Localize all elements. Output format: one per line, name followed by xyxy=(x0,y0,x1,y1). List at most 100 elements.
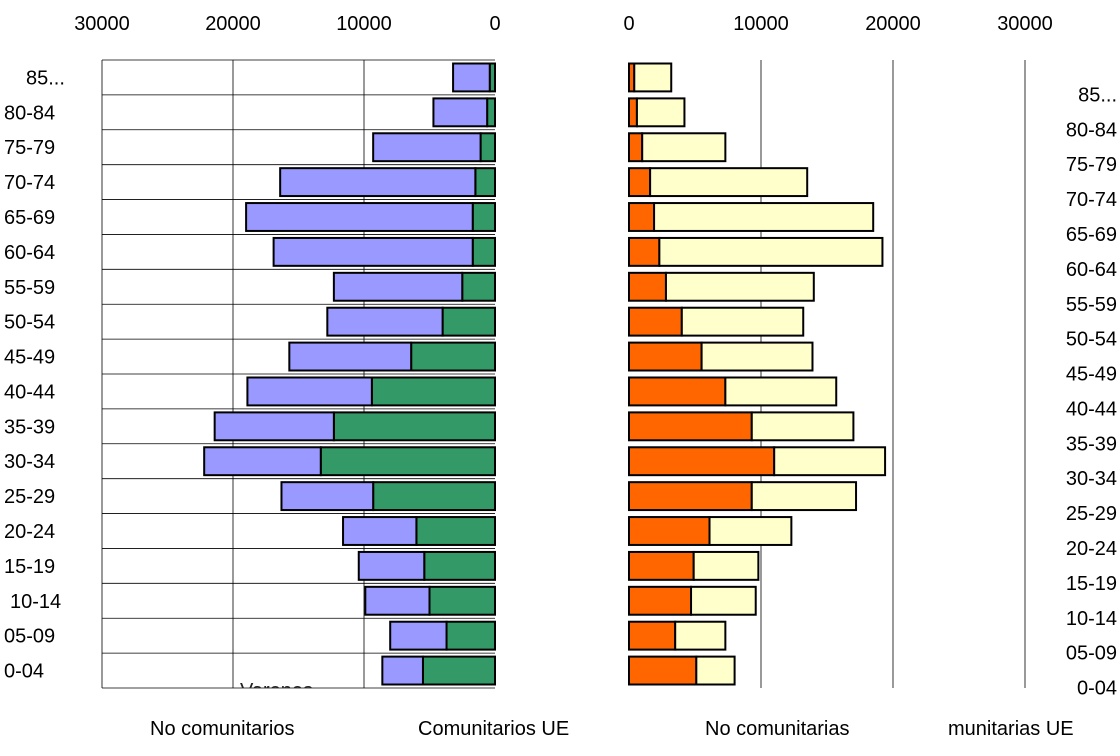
bar-no-comunitarias xyxy=(708,516,793,546)
bar-comunitarias-ue xyxy=(628,516,711,546)
left-category-label: 85... xyxy=(26,67,65,89)
left-category-label: 25-29 xyxy=(4,486,55,508)
bar-no-comunitarios xyxy=(372,132,482,163)
right-category-label: 70-74 xyxy=(1066,189,1117,211)
bar-comunitarios-ue xyxy=(372,481,497,512)
right-category-label: 80-84 xyxy=(1066,119,1117,141)
left-category-label: 70-74 xyxy=(4,172,55,194)
bar-comunitarias-ue xyxy=(628,481,753,512)
bar-comunitarias-ue xyxy=(628,655,698,686)
right-category-label: 85... xyxy=(1078,84,1117,106)
bar-comunitarias-ue xyxy=(628,376,727,407)
legend-comunitarios-ue: Comunitarios UE xyxy=(418,718,570,740)
right-category-label: 30-34 xyxy=(1066,468,1117,490)
bar-no-comunitarios xyxy=(381,655,424,686)
bar-no-comunitarias xyxy=(649,167,809,198)
right-category-label: 60-64 xyxy=(1066,259,1117,281)
right-category-label: 50-54 xyxy=(1066,329,1117,351)
bar-no-comunitarias xyxy=(658,236,884,267)
bar-no-comunitarias xyxy=(692,550,760,581)
left-xtick-label: 20000 xyxy=(205,13,261,35)
bar-comunitarios-ue xyxy=(445,620,496,651)
legend-no-comunitarios: No comunitarios xyxy=(150,718,295,740)
left-category-label: 50-54 xyxy=(4,312,55,334)
right-category-label: 05-09 xyxy=(1066,643,1117,665)
left-category-label: 30-34 xyxy=(4,451,55,473)
left-category-label: 75-79 xyxy=(4,137,55,159)
right-category-label: 45-49 xyxy=(1066,364,1117,386)
right-category-label: 15-19 xyxy=(1066,573,1117,595)
bar-comunitarias-ue xyxy=(628,167,652,198)
left-xtick-label: 10000 xyxy=(336,13,392,35)
right-category-label: 0-04 xyxy=(1077,678,1117,700)
bar-comunitarias-ue xyxy=(628,620,677,651)
left-category-label: 60-64 xyxy=(4,242,55,264)
legend-comunitarias-ue: munitarias UE xyxy=(948,718,1074,740)
bar-comunitarios-ue xyxy=(471,202,497,232)
bar-no-comunitarios xyxy=(452,62,491,93)
bar-no-comunitarios xyxy=(357,550,426,581)
bar-comunitarios-ue xyxy=(423,550,497,581)
bar-no-comunitarias xyxy=(635,97,686,128)
left-category-label: 40-44 xyxy=(4,381,55,403)
left-category-label: 20-24 xyxy=(4,521,55,543)
legend-no-comunitarias: No comunitarias xyxy=(705,718,850,740)
bar-comunitarias-ue xyxy=(628,446,776,477)
bar-comunitarias-ue xyxy=(628,306,683,337)
bar-comunitarias-ue xyxy=(628,132,644,163)
bar-no-comunitarios xyxy=(326,306,444,337)
right-category-label: 25-29 xyxy=(1066,503,1117,525)
bar-no-comunitarios xyxy=(213,411,335,442)
bar-no-comunitarios xyxy=(364,585,431,616)
bar-no-comunitarias xyxy=(700,341,814,372)
bar-no-comunitarios xyxy=(203,446,322,477)
bar-no-comunitarias xyxy=(674,620,727,651)
bar-no-comunitarios xyxy=(279,167,477,198)
bar-comunitarias-ue xyxy=(628,202,656,232)
bar-comunitarios-ue xyxy=(474,167,497,198)
right-plot-area xyxy=(629,60,1025,688)
bar-comunitarios-ue xyxy=(319,446,496,477)
left-category-label: 10-14 xyxy=(10,591,61,613)
right-category-label: 10-14 xyxy=(1066,608,1117,630)
left-category-label: 05-09 xyxy=(4,626,55,648)
left-category-label: 35-39 xyxy=(4,416,55,438)
right-category-label: 65-69 xyxy=(1066,224,1117,246)
bar-comunitarios-ue xyxy=(486,97,497,128)
left-xtick-label: 0 xyxy=(489,13,500,35)
bar-no-comunitarias xyxy=(633,62,673,93)
right-category-label: 40-44 xyxy=(1066,398,1117,420)
bar-comunitarias-ue xyxy=(628,411,753,442)
bar-comunitarios-ue xyxy=(370,376,496,407)
bar-no-comunitarios xyxy=(389,620,448,651)
right-category-label: 55-59 xyxy=(1066,294,1117,316)
bar-comunitarias-ue xyxy=(628,585,693,616)
bar-no-comunitarias xyxy=(653,202,875,232)
left-xtick-label: 30000 xyxy=(74,13,130,35)
bar-comunitarios-ue xyxy=(471,236,497,267)
bar-no-comunitarios xyxy=(432,97,489,128)
right-xtick-label: 10000 xyxy=(733,13,789,35)
right-xtick-label: 20000 xyxy=(865,13,921,35)
bar-comunitarios-ue xyxy=(415,516,496,546)
bar-no-comunitarias xyxy=(690,585,757,616)
bar-no-comunitarias xyxy=(680,306,805,337)
bar-no-comunitarios xyxy=(245,202,474,232)
bar-comunitarios-ue xyxy=(461,271,496,302)
bar-no-comunitarias xyxy=(695,655,736,686)
bar-comunitarios-ue xyxy=(332,411,496,442)
bar-comunitarias-ue xyxy=(628,341,703,372)
bar-comunitarias-ue xyxy=(628,271,667,302)
left-panel-title: Varones xyxy=(240,674,313,688)
bar-comunitarias-ue xyxy=(628,97,638,128)
bar-comunitarios-ue xyxy=(421,655,497,686)
right-category-label: 35-39 xyxy=(1066,433,1117,455)
bar-no-comunitarios xyxy=(246,376,373,407)
bar-comunitarias-ue xyxy=(628,236,661,267)
bar-no-comunitarias xyxy=(773,446,887,477)
left-category-label: 45-49 xyxy=(4,347,55,369)
bar-comunitarios-ue xyxy=(441,306,497,337)
left-category-label: 0-04 xyxy=(4,661,44,683)
bar-comunitarios-ue xyxy=(410,341,496,372)
